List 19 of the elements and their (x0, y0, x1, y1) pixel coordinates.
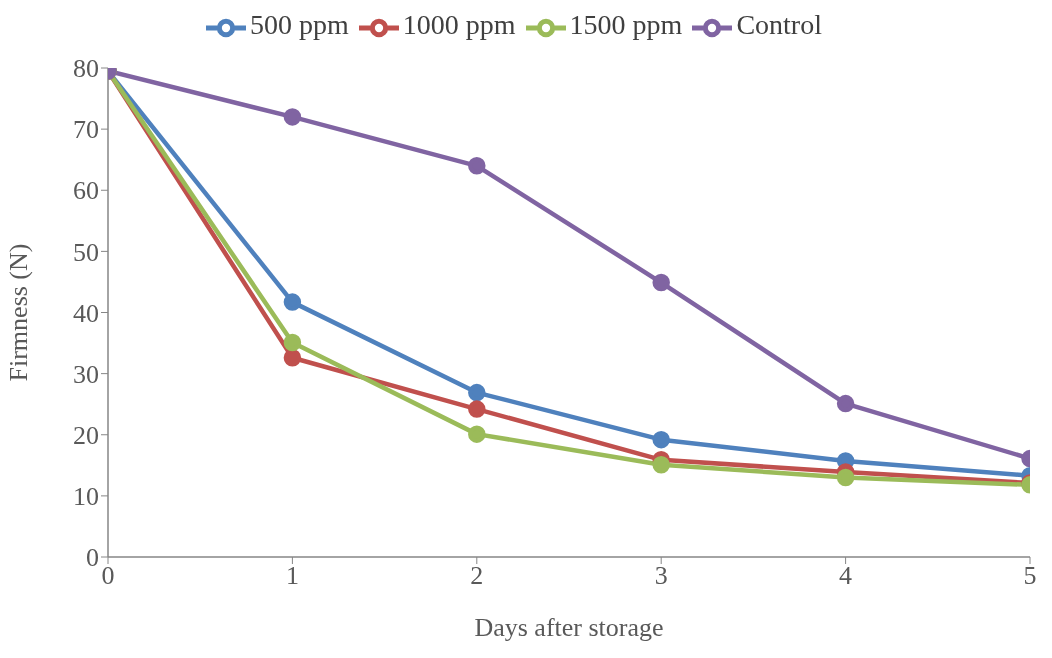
x-axis-title: Days after storage (474, 613, 664, 642)
legend-label: 1500 ppm (569, 9, 683, 41)
y-tick-label: 60 (73, 176, 99, 206)
x-tick-label: 5 (1023, 561, 1037, 591)
y-tick-label: 40 (73, 298, 99, 328)
y-tick-label: 30 (73, 359, 99, 389)
y-tick-label: 20 (73, 420, 99, 450)
y-tick-label: 50 (73, 237, 99, 267)
x-tick-label: 3 (654, 561, 668, 591)
y-tick-label: 70 (73, 115, 99, 145)
y-axis-title: Firmness (N) (4, 243, 34, 382)
legend-label: 1000 ppm (402, 9, 516, 41)
y-tick-label: 80 (73, 54, 99, 84)
x-tick-label: 4 (839, 561, 853, 591)
y-tick-label: 10 (73, 482, 99, 512)
legend-label: 500 ppm (250, 9, 349, 41)
legend-label: Control (736, 9, 822, 41)
x-tick-label: 1 (285, 561, 299, 591)
x-tick-label: 2 (470, 561, 484, 591)
